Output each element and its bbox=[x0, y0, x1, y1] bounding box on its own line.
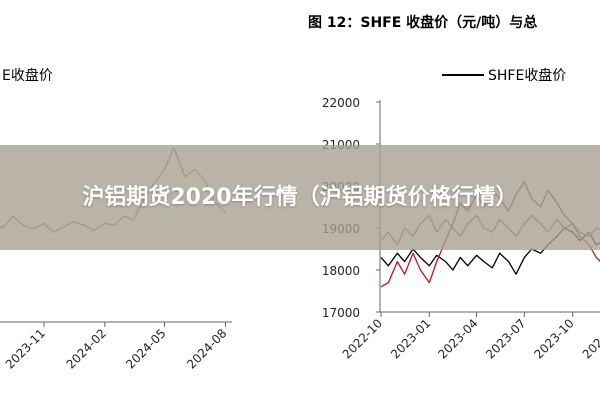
left-legend-label: E收盘价 bbox=[2, 67, 53, 84]
right-x-tick-label: 2023-04 bbox=[435, 316, 480, 361]
right-x-tick-label: 2022-10 bbox=[340, 316, 385, 361]
right-legend-label: SHFE收盘价 bbox=[488, 67, 566, 84]
title-banner: 沪铝期货2020年行情（沪铝期货价格行情） bbox=[0, 145, 600, 250]
right-y-tick-label: 18000 bbox=[322, 264, 360, 278]
article-title: 沪铝期货2020年行情（沪铝期货价格行情） bbox=[82, 184, 518, 210]
right-chart-title: 图 12：SHFE 收盘价（元/吨）与总 bbox=[308, 14, 537, 31]
right-x-ticks: 2022-10 2023-01 2023-04 2023-07 2023-10 2024-… bbox=[340, 312, 600, 362]
right-y-tick-label: 22000 bbox=[322, 96, 360, 110]
right-y-tick-label: 17000 bbox=[322, 306, 360, 320]
right-x-tick-label: 2023-07 bbox=[483, 316, 528, 361]
left-x-tick-label: 2024-02 bbox=[64, 326, 109, 371]
left-x-tick-label: 2023-11 bbox=[3, 326, 48, 371]
right-x-tick-label: 2023-10 bbox=[531, 316, 576, 361]
left-x-ticks: 2023-11 2024-02 2024-05 2024-08 bbox=[3, 322, 230, 372]
right-x-tick-label: 2023-01 bbox=[388, 316, 433, 361]
left-x-tick-label: 2024-05 bbox=[123, 326, 168, 371]
right-x-tick-label: 2024-01 bbox=[580, 316, 600, 361]
left-line-chart: E收盘价 2023-11 2024-02 2024-05 2024-08 bbox=[0, 67, 232, 372]
left-x-tick-label: 2024-08 bbox=[184, 326, 229, 371]
